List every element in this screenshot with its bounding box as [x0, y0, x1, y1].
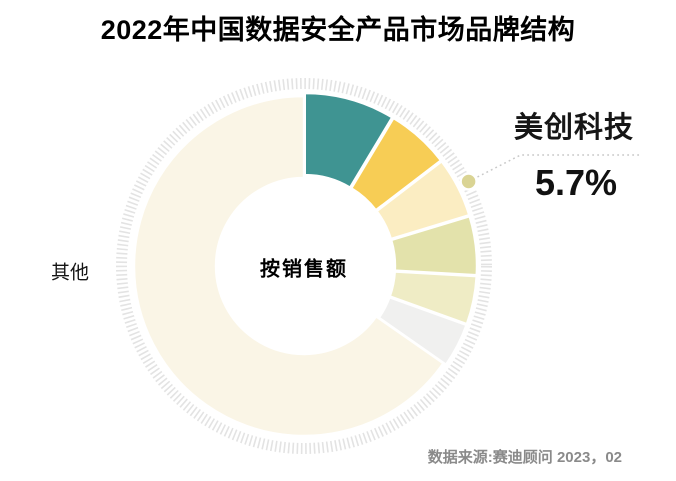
donut-segment-0: [303, 91, 394, 189]
highlight-marker-dot: [459, 172, 478, 191]
donut-segment-others: [132, 94, 445, 438]
others-segment-label: 其他: [50, 262, 90, 284]
highlight-percent-value: 5.7%: [534, 162, 618, 203]
donut-center-label: 按销售额: [260, 258, 348, 281]
chart-title: 2022年中国数据安全产品市场品牌结构: [100, 15, 576, 45]
tick-ring: [116, 78, 492, 454]
data-source-note: 数据来源:赛迪顾问 2023，02: [427, 449, 622, 466]
highlight-company-label: 美创科技: [513, 112, 635, 144]
